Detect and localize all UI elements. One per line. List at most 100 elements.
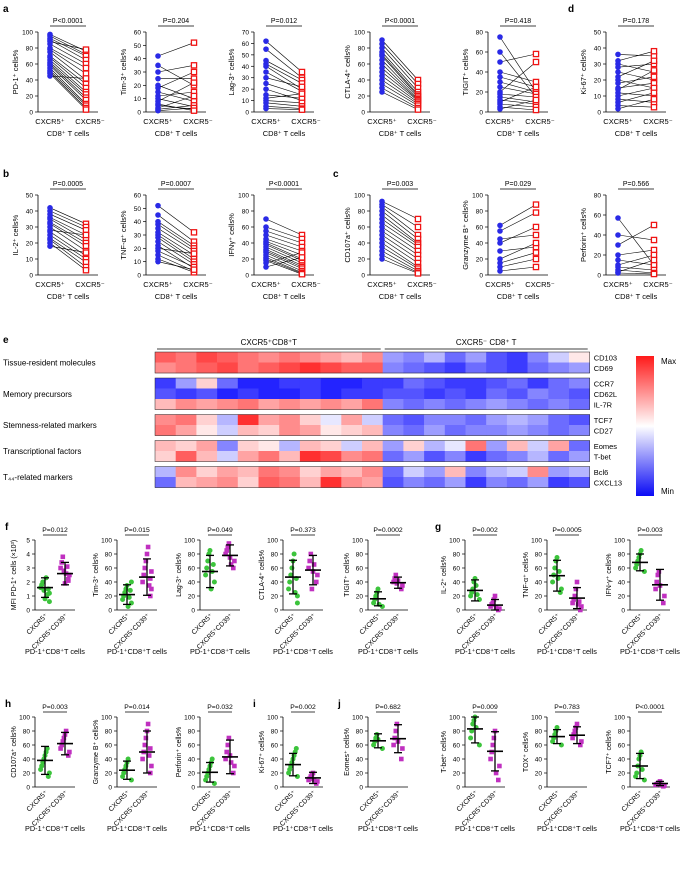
cxcr5-pos-point bbox=[615, 257, 621, 263]
pair-line bbox=[381, 39, 419, 81]
p-value: P<0.0001 bbox=[635, 704, 665, 711]
y-axis-label: CTLA-4⁺ cells% bbox=[343, 45, 352, 99]
pair-line bbox=[49, 47, 87, 69]
heatmap-panel: CXCR5⁺CD8⁺T CXCR5⁻ CD8⁺ T Tissue-resident … bbox=[3, 338, 676, 496]
cxcr5-pos-point bbox=[263, 232, 269, 238]
cxcr5-pos-point bbox=[263, 63, 269, 70]
y-axis-label: Granzyme B⁺ cells% bbox=[461, 200, 470, 270]
pair-line bbox=[265, 246, 303, 264]
heatmap-cell bbox=[258, 425, 280, 436]
heatmap-category: Transcriptional factors Eomes T-bet bbox=[3, 440, 617, 462]
y-axis-label: Lag-3⁺ cells% bbox=[176, 553, 183, 597]
pair-line bbox=[617, 82, 655, 89]
heatmap-cell bbox=[258, 352, 280, 363]
heatmap-cell bbox=[341, 451, 363, 462]
p-value: P=0.032 bbox=[207, 704, 233, 711]
cxcr5-pos-point bbox=[497, 256, 503, 262]
heatmap-cell bbox=[486, 477, 508, 488]
y-tick-label: 30 bbox=[594, 62, 602, 69]
x-label-cxcr5-cd39: CXCR5⁺CD39⁺ bbox=[626, 612, 665, 651]
pair-line bbox=[157, 82, 195, 102]
heatmap-cell bbox=[196, 440, 218, 452]
cxcr5-pos-point bbox=[615, 51, 621, 58]
heatmap-cell bbox=[299, 477, 321, 488]
pair-line bbox=[49, 223, 87, 247]
y-axis-label: MFI PD-1⁺ cells (×10³) bbox=[11, 540, 18, 610]
cxcr5-point bbox=[641, 569, 647, 574]
pair-line bbox=[157, 71, 195, 89]
heatmap-cell bbox=[258, 378, 280, 389]
x-subtitle: CD8⁺ T cells bbox=[497, 129, 540, 138]
x-label-cxcr5-pos: CXCR5⁺ bbox=[35, 117, 64, 126]
y-tick-label: 0 bbox=[29, 110, 33, 117]
cxcr5-cd39-point bbox=[307, 558, 312, 564]
y-tick-label: 80 bbox=[356, 552, 364, 559]
gene-label: CCR7 bbox=[594, 380, 614, 389]
pair-line bbox=[499, 36, 537, 93]
cxcr5-neg-point bbox=[532, 223, 540, 231]
cxcr5-cd39-point bbox=[148, 593, 153, 599]
x-label-cxcr5-cd39: CXCR5⁺CD39⁺ bbox=[461, 789, 500, 828]
cxcr5-cd39-point bbox=[655, 572, 661, 578]
cxcr5-pos-point bbox=[263, 224, 269, 230]
y-tick-label: 10 bbox=[26, 257, 34, 264]
y-tick-label: 40 bbox=[23, 757, 31, 764]
color-scale-bar bbox=[636, 356, 654, 496]
y-axis-label: CD107a⁺ cells% bbox=[11, 726, 18, 778]
cxcr5-pos-point bbox=[155, 248, 161, 254]
heatmap-cell bbox=[444, 440, 466, 452]
group-label-cxcr5-pos: CXCR5⁺CD8⁺T bbox=[241, 338, 298, 347]
cxcr5-pos-point bbox=[615, 106, 621, 112]
heatmap-cell bbox=[465, 352, 487, 363]
heatmap-cell bbox=[569, 362, 590, 374]
heatmap-cell bbox=[527, 352, 549, 363]
cxcr5-cd39-point bbox=[309, 586, 315, 592]
cxcr5-point bbox=[554, 725, 560, 730]
heatmap-cell bbox=[362, 388, 383, 400]
p-value: P=0.682 bbox=[375, 704, 401, 711]
cxcr5-pos-point bbox=[497, 49, 503, 55]
x-subtitle: PD-1⁺CD8⁺T cells bbox=[107, 824, 167, 833]
pair-line bbox=[49, 39, 87, 61]
x-label-cxcr5-pos: CXCR5⁺ bbox=[367, 117, 396, 126]
pair-line bbox=[157, 250, 195, 268]
y-tick-label: 20 bbox=[453, 594, 461, 601]
x-subtitle: PD-1⁺CD8⁺T cells bbox=[620, 647, 680, 656]
cxcr5-neg-point bbox=[532, 209, 540, 216]
y-tick-label: 60 bbox=[271, 743, 279, 750]
cxcr5-cd39-point bbox=[496, 777, 501, 783]
y-tick-label: 60 bbox=[105, 566, 113, 573]
cxcr5-cd39-point bbox=[146, 583, 152, 588]
cxcr5-neg-point bbox=[414, 106, 422, 113]
heatmap-cell bbox=[155, 425, 176, 436]
heatmap-cell bbox=[196, 425, 218, 436]
y-tick-label: 100 bbox=[354, 193, 365, 200]
cxcr5-pos-point bbox=[155, 258, 161, 265]
p-value: P=0.418 bbox=[505, 18, 531, 25]
heatmap-cell bbox=[258, 399, 280, 410]
x-subtitle: CD8⁺ T cells bbox=[263, 292, 306, 301]
heatmap-cell bbox=[237, 399, 259, 410]
cxcr5-cd39-point bbox=[570, 735, 575, 741]
cxcr5-pos-point bbox=[379, 224, 385, 230]
pair-line bbox=[265, 88, 303, 101]
y-tick-label: 40 bbox=[134, 56, 142, 63]
cxcr5-neg-point bbox=[532, 96, 540, 104]
p-value: P=0.0007 bbox=[161, 181, 191, 188]
heatmap-cell bbox=[403, 425, 425, 436]
y-tick-label: 100 bbox=[238, 193, 249, 200]
heatmap-cell bbox=[424, 378, 446, 389]
pair-line bbox=[499, 99, 537, 105]
cxcr5-pos-point bbox=[155, 252, 161, 258]
cxcr5-cd39-point bbox=[576, 599, 582, 604]
heatmap-cell bbox=[548, 414, 570, 426]
y-tick-label: 60 bbox=[476, 225, 484, 232]
x-label-cxcr5-pos: CXCR5⁺ bbox=[143, 117, 172, 126]
cxcr5-cd39-point bbox=[393, 728, 399, 734]
cxcr5-pos-point bbox=[497, 59, 503, 65]
cxcr5-pos-point bbox=[155, 75, 161, 82]
p-value: P=0.049 bbox=[207, 527, 233, 534]
x-subtitle: CD8⁺ T cells bbox=[379, 129, 422, 138]
